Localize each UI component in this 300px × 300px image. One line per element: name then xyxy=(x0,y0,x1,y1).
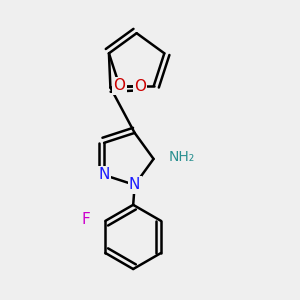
Text: NH₂: NH₂ xyxy=(169,150,195,164)
Text: O: O xyxy=(134,79,146,94)
Text: N: N xyxy=(129,177,140,192)
Text: N: N xyxy=(98,167,110,182)
Text: F: F xyxy=(82,212,90,227)
Text: O: O xyxy=(113,78,125,93)
